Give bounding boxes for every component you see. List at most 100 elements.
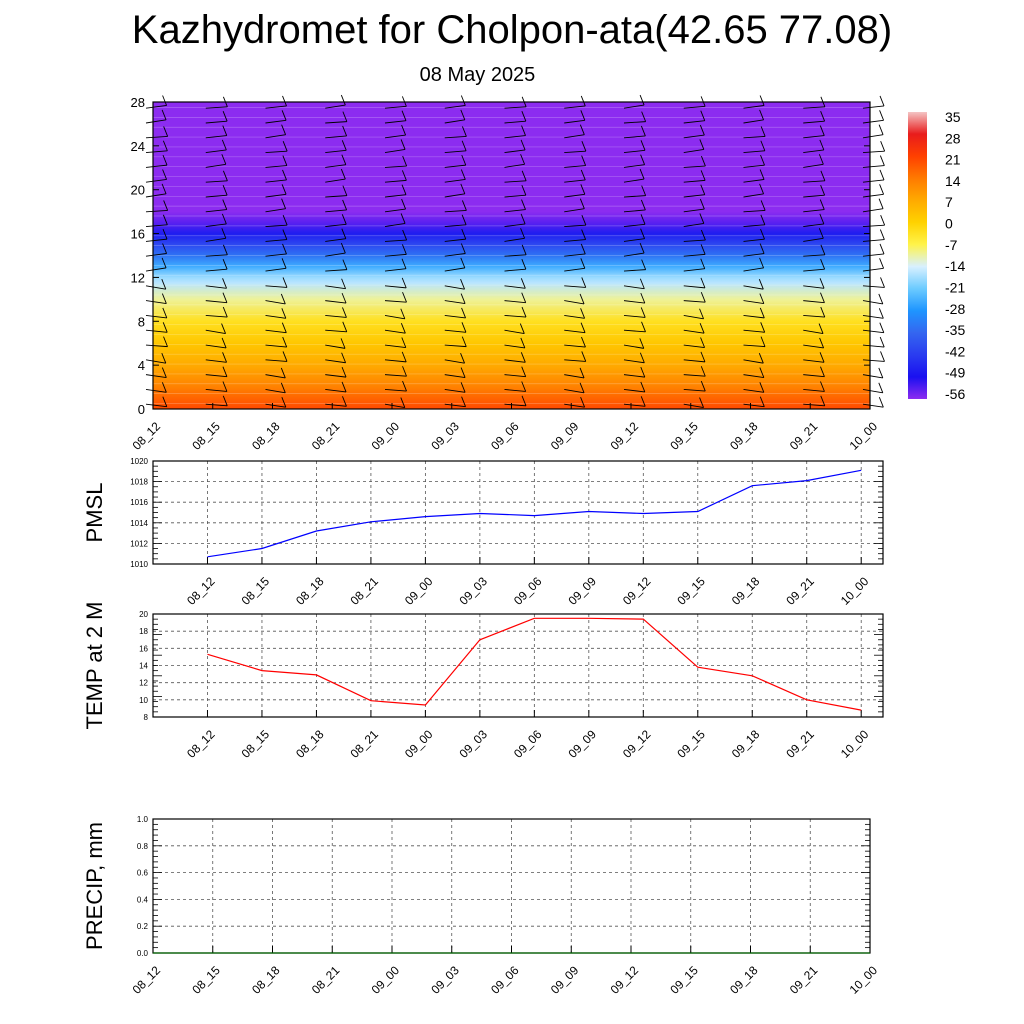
x-tick-label: 08_15 [189,963,223,997]
wind-barb [265,124,287,139]
x-tick-label: 10_00 [847,419,881,453]
y-tick-label: 20 [131,183,145,198]
y-tick-label: 16 [131,227,145,242]
wind-barb [145,183,167,198]
x-tick-label: 09_12 [608,963,642,997]
wind-barb [384,337,407,348]
wind-barb [145,228,168,242]
wind-barb [145,214,168,228]
wind-barb [504,366,527,378]
wind-barb [325,321,348,333]
wind-barb [803,337,825,349]
wind-barb [564,95,586,109]
wind-barb [444,307,466,319]
wind-barb [564,141,587,154]
x-tick-label: 08_12 [184,574,218,608]
wind-barb [205,213,227,228]
wind-barb [743,169,765,183]
x-tick-label: 09_21 [787,419,821,453]
x-tick-label: 10_00 [838,574,872,608]
wind-barb [803,381,825,392]
wind-barb [683,170,706,183]
x-tick-label: 09_03 [428,419,462,453]
x-tick-label: 08_21 [309,963,343,997]
wind-barb [325,214,347,228]
wind-barb [145,109,167,124]
wind-barb [444,257,466,272]
wind-barb [803,306,826,318]
series-line [207,617,862,711]
wind-barb [743,353,764,364]
wind-barb [683,322,705,334]
wind-barb [444,382,466,393]
y-tick-label: 20 [139,610,148,619]
wind-barb [564,155,587,168]
wind-barb [265,95,287,109]
wind-barb [205,228,227,242]
wind-barb [384,351,407,363]
wind-barb [743,228,765,242]
x-tick-label: 09_00 [369,963,403,997]
wind-barb [564,198,585,213]
wind-barb [743,396,765,408]
colorbar [908,112,927,399]
wind-barb [803,170,826,183]
wind-barb [145,140,168,154]
x-tick-label: 09_00 [402,574,436,608]
wind-barb [325,307,347,318]
wind-barb [504,259,527,272]
y-tick-label: 0.8 [137,842,149,851]
wind-barb [743,154,765,168]
wind-barb [384,96,407,109]
wind-barb [444,109,466,124]
wind-barb [384,110,407,124]
wind-barb [265,293,286,305]
wind-barb [623,278,645,290]
wind-barb [623,199,646,213]
wind-barb [564,277,587,288]
wind-barb [743,382,765,393]
x-tick-label: 08_15 [239,574,273,608]
wind-barb [444,336,467,348]
x-tick-label: 09_09 [548,419,582,453]
wind-barb [743,278,764,290]
x-tick-label: 09_15 [674,574,708,608]
wind-barb [743,95,765,109]
wind-barb [384,308,406,320]
colorbar-label: 0 [945,216,953,232]
wind-barb [325,125,348,139]
y-tick-label: 0 [138,402,145,417]
y-tick-label: 0.0 [137,949,149,958]
wind-barb [683,351,706,363]
wind-barb [325,259,348,272]
wind-barb [265,184,287,198]
wind-barb [803,139,825,154]
x-tick-label: 09_21 [783,574,817,608]
wind-barb [205,278,227,289]
y-tick-label: 28 [131,95,145,110]
wind-barb [803,292,825,304]
wind-barb [504,323,525,335]
wind-barb [205,154,227,168]
wind-barb [265,229,288,242]
wind-barb [145,353,167,364]
wind-barb [564,293,585,305]
wind-barb [862,215,886,228]
wind-barb [683,139,705,154]
wind-barb [803,185,826,198]
wind-barb [325,140,347,154]
chart-title: Kazhydromet for Cholpon-ata(42.65 77.08) [131,8,893,52]
wind-barb [205,395,228,407]
x-tick-label: 09_06 [488,419,522,453]
wind-barb [325,242,346,257]
wind-barb [564,396,586,408]
x-tick-label: 09_21 [787,963,821,997]
wind-barb [444,200,467,213]
wind-barb [623,140,646,154]
wind-barb [384,292,407,303]
wind-barb [325,94,346,109]
x-tick-label: 09_18 [729,574,763,608]
wind-barb [683,124,705,139]
y-tick-label: 12 [139,679,148,688]
wind-barb [384,397,406,409]
